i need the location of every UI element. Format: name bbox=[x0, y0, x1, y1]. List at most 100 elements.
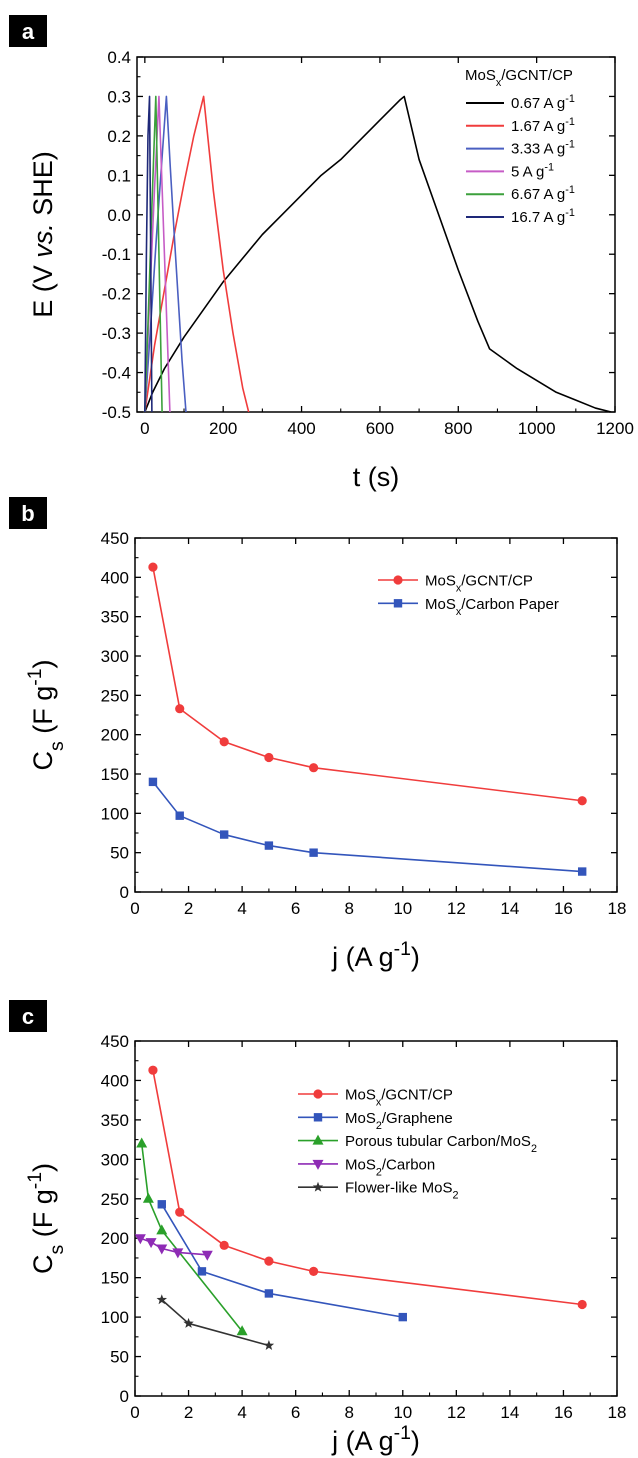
legend-entry: 1.67 A g-1 bbox=[511, 116, 575, 135]
data-point-4-1 bbox=[183, 1317, 194, 1328]
x-tick-label: 8 bbox=[344, 899, 353, 918]
data-point-2-3 bbox=[236, 1325, 248, 1336]
data-point-3-2 bbox=[156, 1244, 168, 1255]
data-point-0-4 bbox=[309, 1266, 319, 1276]
series-line-1 bbox=[152, 781, 583, 873]
legend-marker bbox=[393, 599, 403, 608]
x-tick-label: 2 bbox=[184, 1403, 193, 1422]
x-tick-label: 1200 bbox=[596, 419, 634, 438]
y-tick-label: 400 bbox=[101, 568, 129, 587]
x-tick-label: 6 bbox=[291, 899, 300, 918]
data-point-1-3 bbox=[264, 841, 274, 850]
x-tick-label: 1000 bbox=[518, 419, 556, 438]
legend: MoSx/GCNT/CP 0.67 A g-1 1.67 A g-1 3.33 A g… bbox=[465, 67, 575, 226]
x-tick-label: 4 bbox=[237, 1403, 246, 1422]
y-tick-label: 0 bbox=[120, 1387, 129, 1406]
x-axis-label: j (A g-1) bbox=[331, 938, 420, 972]
data-point-4-0 bbox=[156, 1294, 168, 1305]
panel-label-box bbox=[9, 15, 47, 47]
x-tick-label: 800 bbox=[444, 419, 472, 438]
y-tick-label: 300 bbox=[101, 1150, 129, 1169]
data-point-1-5 bbox=[577, 867, 587, 876]
x-tick-label: 14 bbox=[500, 899, 519, 918]
x-tick-label: 0 bbox=[140, 419, 149, 438]
legend-entry: Flower-like MoS2 bbox=[345, 1180, 459, 1202]
data-point-0-3 bbox=[264, 752, 274, 763]
x-axis-label: j (A g-1) bbox=[331, 1422, 420, 1456]
series-line-2 bbox=[144, 95, 187, 412]
legend-entry: 16.7 A g-1 bbox=[511, 207, 575, 226]
y-tick-label: 0.3 bbox=[107, 87, 131, 106]
x-tick-label: 14 bbox=[500, 1403, 519, 1422]
y-tick-label: -0.2 bbox=[102, 285, 131, 304]
y-tick-label: 0.0 bbox=[107, 206, 131, 225]
x-tick-label: 400 bbox=[287, 419, 315, 438]
legend-entry: 3.33 A g-1 bbox=[511, 139, 575, 158]
data-point-1-2 bbox=[264, 1289, 274, 1298]
x-tick-label: 0 bbox=[130, 1403, 139, 1422]
data-point-3-4 bbox=[201, 1250, 213, 1261]
y-tick-label: -0.5 bbox=[102, 403, 131, 422]
panel-label: c bbox=[22, 1004, 34, 1029]
x-tick-label: 200 bbox=[209, 419, 237, 438]
data-point-1-3 bbox=[398, 1312, 407, 1322]
y-tick-label: -0.3 bbox=[102, 324, 131, 343]
series-layer bbox=[144, 95, 612, 412]
data-point-1-0 bbox=[157, 1200, 166, 1209]
y-tick-label: 200 bbox=[101, 726, 129, 745]
data-point-0-1 bbox=[175, 1207, 185, 1217]
data-point-0-1 bbox=[175, 704, 185, 714]
series-line-0 bbox=[152, 1070, 583, 1306]
series-line-4 bbox=[161, 1299, 270, 1347]
data-point-1-4 bbox=[309, 848, 318, 857]
y-axis-label: E (V vs. SHE) bbox=[28, 151, 58, 318]
series-line-5 bbox=[144, 95, 153, 412]
series-line-2 bbox=[140, 1143, 243, 1332]
x-tick-label: 16 bbox=[554, 899, 573, 918]
data-point-3-0 bbox=[135, 1234, 146, 1245]
panel-label: b bbox=[21, 501, 34, 526]
y-tick-label: 0.1 bbox=[107, 166, 131, 185]
y-tick-label: 0.2 bbox=[107, 127, 131, 146]
y-tick-label: 350 bbox=[101, 608, 129, 627]
legend-entry: 0.67 A g-1 bbox=[511, 93, 575, 112]
legend-entry: 5 A g-1 bbox=[511, 161, 554, 180]
y-tick-label: 150 bbox=[101, 765, 129, 784]
x-tick-label: 18 bbox=[608, 1403, 627, 1422]
series-line-0 bbox=[152, 566, 583, 802]
y-tick-label: 100 bbox=[101, 1308, 129, 1327]
data-point-0-3 bbox=[264, 1256, 274, 1266]
data-point-3-3 bbox=[172, 1248, 184, 1259]
y-tick-label: 200 bbox=[101, 1229, 129, 1248]
legend-entry: MoS2/Graphene bbox=[345, 1110, 453, 1132]
data-point-0-2 bbox=[219, 1240, 229, 1250]
x-tick-label: 10 bbox=[393, 1403, 412, 1422]
chart-panel-c: c 0 2 4 6 8 10 12 14 16 18 0 50 100 150 200 250 300 350 400… bbox=[9, 1000, 626, 1456]
legend-title: MoSx/GCNT/CP bbox=[465, 67, 573, 89]
data-point-2-1 bbox=[142, 1192, 154, 1203]
y-tick-label: 250 bbox=[101, 686, 129, 705]
data-point-0-0 bbox=[148, 562, 158, 572]
x-tick-label: 2 bbox=[184, 899, 193, 918]
data-point-1-1 bbox=[197, 1267, 207, 1276]
legend-marker bbox=[312, 1134, 324, 1145]
plot-frame bbox=[134, 537, 618, 893]
series-line-0 bbox=[144, 95, 612, 412]
legend-entry: MoSx/GCNT/CP bbox=[345, 1087, 453, 1109]
y-tick-label: -0.4 bbox=[102, 364, 131, 383]
y-tick-label: 450 bbox=[101, 529, 129, 548]
x-tick-label: 18 bbox=[608, 899, 627, 918]
legend-entry: MoS2/Carbon bbox=[345, 1156, 435, 1178]
chart-panel-a: a 0 200 400 600 800 1000 1200 -0.5 -0.4 -0.3 -0.2 -0… bbox=[9, 15, 634, 492]
series-line-1 bbox=[144, 95, 250, 412]
legend-marker bbox=[313, 1089, 323, 1099]
series-line-4 bbox=[144, 95, 163, 412]
data-point-0-5 bbox=[577, 1299, 587, 1310]
legend-marker bbox=[312, 1181, 324, 1192]
x-tick-label: 12 bbox=[447, 1403, 466, 1422]
x-tick-label: 16 bbox=[554, 1403, 573, 1422]
panel-label-box bbox=[9, 497, 47, 529]
legend-entry: 6.67 A g-1 bbox=[511, 184, 575, 203]
